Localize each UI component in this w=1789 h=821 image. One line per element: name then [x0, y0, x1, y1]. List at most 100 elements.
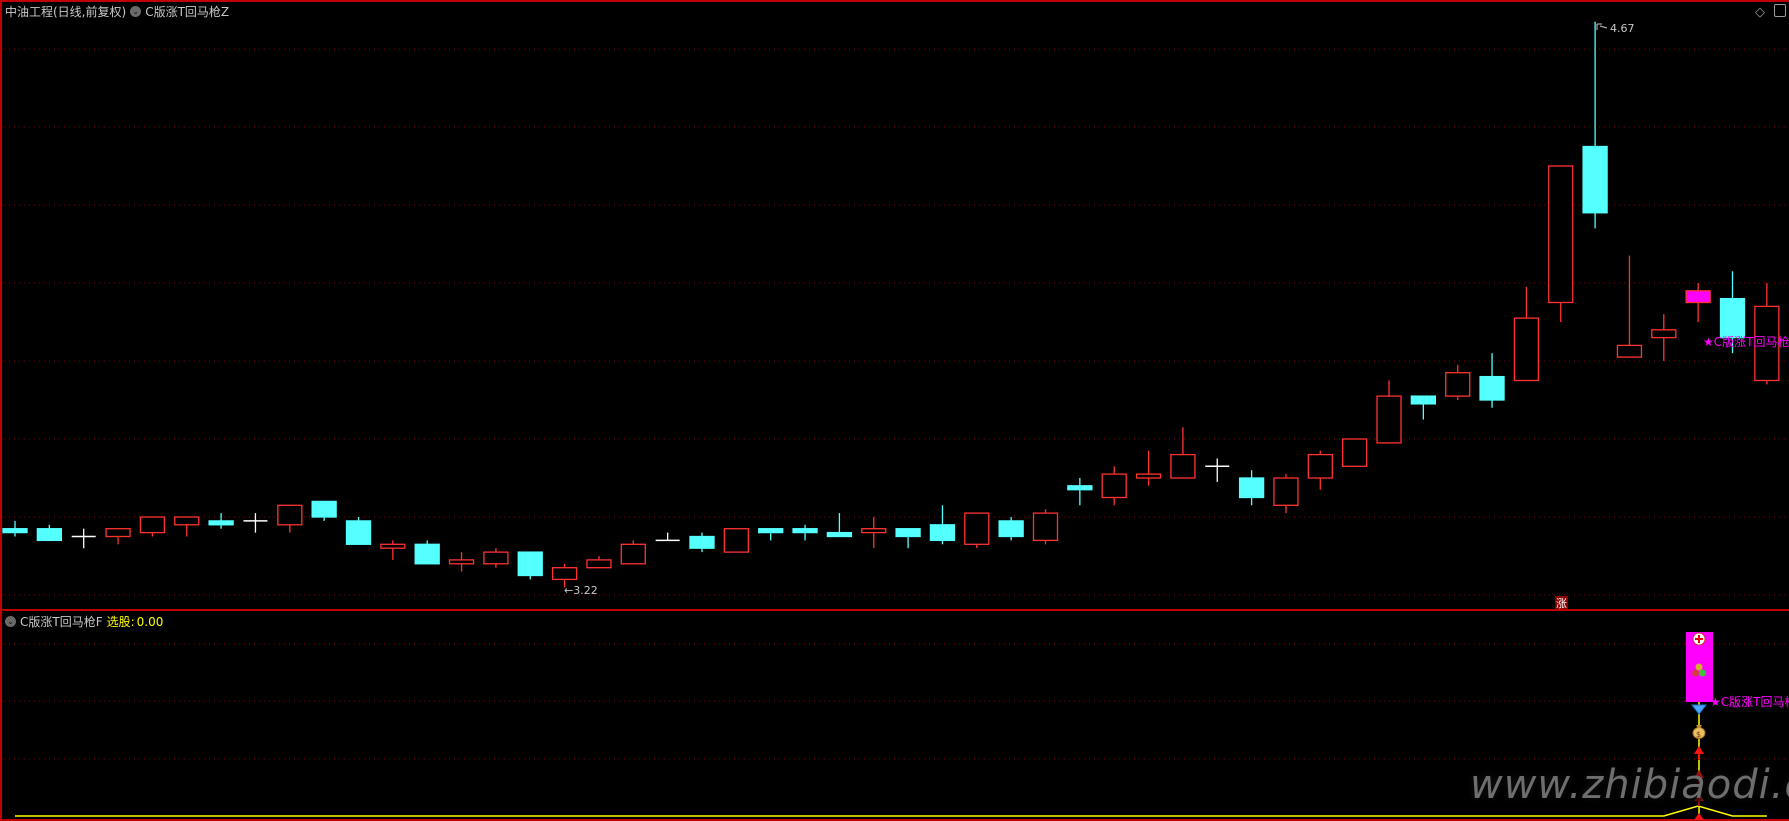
money-bag-icon: $	[1692, 725, 1706, 739]
candle-body	[964, 512, 990, 545]
candle	[448, 552, 475, 572]
candle	[1513, 286, 1540, 382]
candle-body	[998, 520, 1024, 538]
panel-toggle-icon[interactable]	[1774, 4, 1786, 17]
candle	[1032, 509, 1059, 545]
chevron-down-icon[interactable]: ⌄	[130, 6, 142, 17]
red-cross-icon	[1692, 632, 1706, 646]
candle	[311, 500, 337, 521]
candle	[1479, 353, 1505, 408]
candle	[1548, 165, 1574, 322]
up-arrow-icon	[1694, 746, 1704, 820]
candle-body	[826, 531, 853, 538]
candle-body-signal	[1685, 290, 1711, 304]
candle-body	[1445, 372, 1471, 397]
candle-body	[1238, 477, 1265, 499]
candle-body	[1548, 165, 1574, 304]
sub-indicator-name[interactable]: C版涨T回马枪F	[20, 615, 103, 629]
main-header: 中油工程(日线,前复权) ⌄ C版涨T回马枪Z	[5, 3, 229, 20]
candle	[1067, 478, 1093, 506]
candle	[2, 520, 28, 537]
candle-body	[1616, 344, 1643, 358]
candle	[517, 551, 543, 580]
candle-body	[105, 528, 131, 538]
candle-body	[208, 520, 234, 526]
candle	[1719, 271, 1746, 354]
candle-body	[1376, 395, 1402, 444]
candle	[1376, 380, 1402, 444]
candle	[551, 563, 578, 588]
candle	[1445, 364, 1471, 400]
watermark: www.zhibiaodi.com	[1470, 762, 1789, 808]
candle	[243, 513, 268, 533]
candle	[1273, 474, 1299, 514]
candle	[861, 517, 887, 549]
candle	[1135, 450, 1162, 486]
candle	[620, 540, 646, 565]
candle	[895, 528, 921, 549]
select-label: 选股:	[106, 615, 135, 629]
main-indicator-name[interactable]: C版涨T回马枪Z	[145, 5, 230, 19]
low-label: ←3.22	[564, 584, 598, 597]
diamond-gem-icon	[1690, 704, 1708, 715]
candle-body	[1754, 305, 1780, 382]
candle	[964, 512, 990, 549]
candle-body	[517, 551, 543, 577]
signal-label-sub: ★C版涨T回马枪	[1710, 694, 1789, 709]
candle	[345, 517, 372, 545]
candle	[758, 528, 784, 541]
candle-body	[861, 528, 887, 534]
balls-icon	[1692, 663, 1706, 677]
candle-body	[1307, 453, 1333, 479]
sub-grid	[4, 643, 1789, 760]
candle	[655, 532, 680, 542]
candle-body	[895, 528, 921, 538]
candle-body	[380, 543, 406, 549]
candle-body	[689, 535, 715, 549]
candle-body	[1651, 329, 1677, 339]
candle	[723, 528, 749, 553]
stock-title: 中油工程(日线,前复权)	[5, 5, 127, 19]
candle-body	[174, 516, 200, 526]
candle	[380, 540, 406, 560]
candle	[483, 548, 509, 568]
candle	[826, 513, 853, 538]
candle	[929, 505, 956, 545]
candle	[586, 556, 612, 569]
candle-body	[414, 543, 440, 565]
candle-body	[1170, 453, 1196, 479]
candle-body	[1479, 375, 1505, 401]
candle-body	[1273, 477, 1299, 506]
candle	[36, 524, 62, 542]
candle	[792, 524, 818, 541]
candle-body	[1582, 145, 1608, 214]
diamond-icon[interactable]: ◇	[1755, 5, 1765, 20]
svg-text:$: $	[1696, 730, 1701, 739]
candle-body	[483, 551, 509, 565]
candle	[1307, 450, 1333, 490]
candle	[1170, 427, 1196, 479]
candle	[1238, 470, 1265, 506]
candle-body	[448, 559, 475, 565]
candle	[1754, 283, 1780, 385]
candle-body	[1342, 438, 1368, 467]
candle-body	[139, 516, 166, 534]
signal-label: ★C版涨T回马枪	[1703, 334, 1789, 349]
candle-body	[36, 528, 62, 542]
chevron-down-icon[interactable]: ⌄	[5, 616, 16, 627]
candle-body	[586, 559, 612, 569]
candle	[174, 516, 200, 537]
candle-body	[1410, 395, 1436, 405]
candle-body	[929, 524, 956, 542]
candle-body	[1719, 297, 1746, 339]
candle-body	[1513, 317, 1540, 382]
candle-body	[1101, 473, 1127, 499]
candle	[1410, 395, 1436, 420]
candle	[1205, 458, 1230, 482]
candle	[208, 513, 234, 529]
candle	[139, 516, 166, 537]
sub-header: ⌄ C版涨T回马枪F 选股: 0.00	[5, 613, 163, 630]
candle	[1582, 21, 1608, 229]
candle	[71, 528, 96, 549]
